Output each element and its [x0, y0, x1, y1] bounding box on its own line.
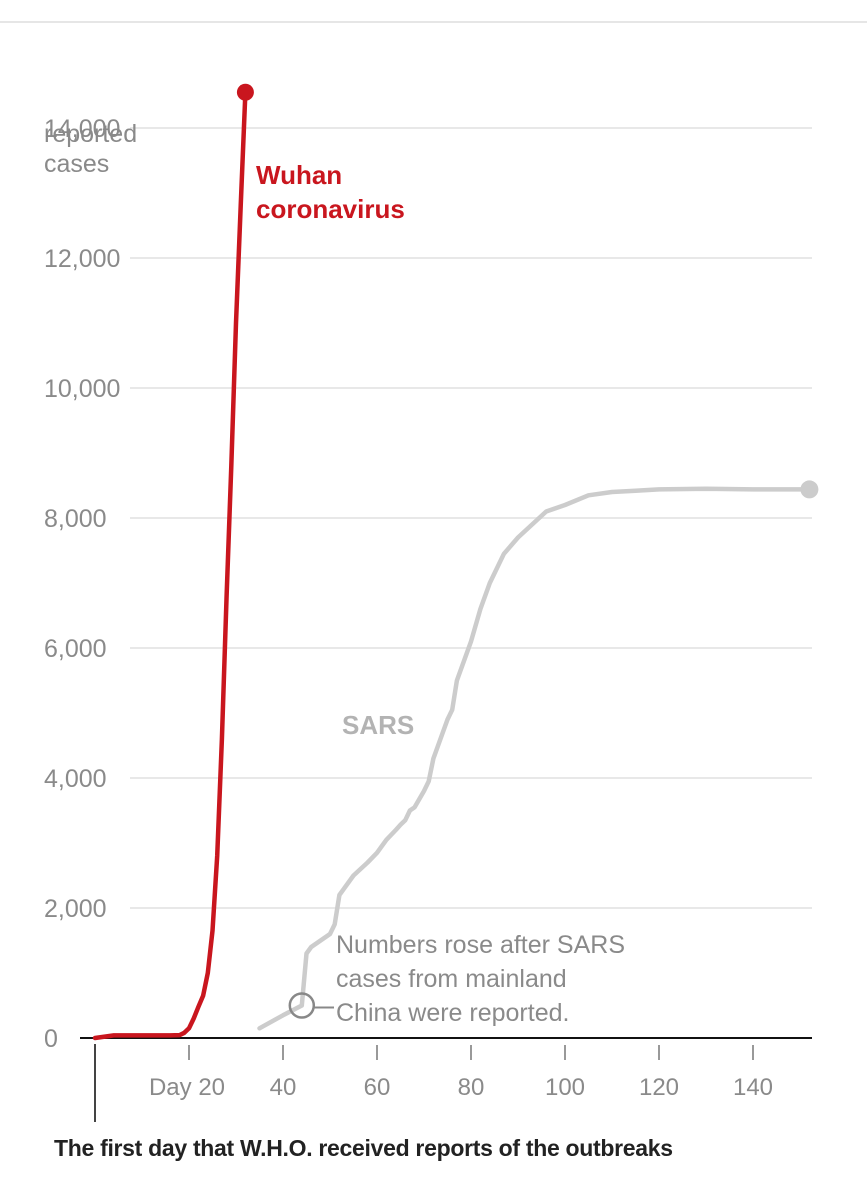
x-tick-label-100: 100: [545, 1074, 585, 1101]
y-tick-label-8000: 8,000: [44, 505, 107, 533]
sars-end-point: [800, 480, 819, 499]
sars-series-line: [257, 486, 812, 1031]
x-tick-label-40: 40: [270, 1074, 297, 1101]
wuhan-end-point: [236, 83, 254, 101]
annotation-text-line3: China were reported.: [336, 999, 569, 1027]
top-divider: [0, 21, 867, 23]
annotation-text-line1: Numbers rose after SARS: [336, 931, 625, 959]
x-tick-label-80: 80: [458, 1074, 485, 1101]
y-axis-ticks: 0 2,000 4,000 6,000 8,000 10,000 12,000 14,000: [44, 115, 120, 1053]
y-tick-label-0: 0: [44, 1025, 58, 1053]
x-tick-label-120: 120: [639, 1074, 679, 1101]
y-tick-label-12000: 12,000: [44, 245, 120, 273]
x-tick-label-20: Day 20: [149, 1074, 225, 1101]
y-tick-label-10000: 10,000: [44, 375, 120, 403]
y-unit-label-line1: reported: [44, 120, 137, 148]
x-tick-label-140: 140: [733, 1074, 773, 1101]
y-tick-label-14000: 14,000: [44, 115, 120, 143]
y-unit-label-line2: cases: [44, 150, 109, 178]
annotation-text-line2: cases from mainland: [336, 965, 567, 993]
sars-series-label: SARS: [342, 710, 414, 740]
wuhan-series-label-line2: coronavirus: [256, 194, 405, 224]
x-tick-label-60: 60: [364, 1074, 391, 1101]
annotation-circle: [288, 992, 316, 1019]
y-tick-label-2000: 2,000: [44, 895, 107, 923]
wuhan-series-line: [92, 90, 248, 1041]
x-axis-ticks: Day 20 40 60 80 100 120 140: [149, 1045, 773, 1101]
chart-caption: The first day that W.H.O. received repor…: [54, 1135, 673, 1161]
gridlines: [130, 127, 812, 909]
y-tick-label-4000: 4,000: [44, 765, 107, 793]
y-tick-label-6000: 6,000: [44, 635, 107, 663]
wuhan-series-label-line1: Wuhan: [256, 160, 342, 190]
